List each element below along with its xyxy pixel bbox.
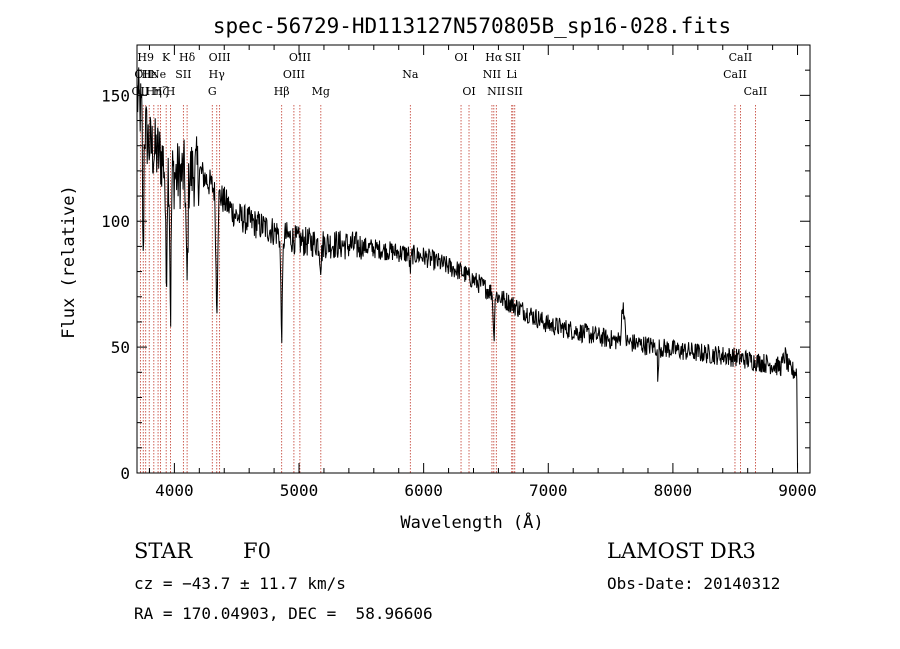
line-marker-label: Li xyxy=(506,68,517,81)
line-marker-label: OIII xyxy=(209,51,231,64)
line-marker-label: CaII xyxy=(744,85,768,98)
line-marker-label: CaII xyxy=(723,68,747,81)
x-axis-label: Wavelength (Å) xyxy=(400,511,543,533)
line-marker-label: NII xyxy=(487,85,505,98)
x-axis-ticks: 4000 5000 6000 7000 8000 9000 xyxy=(148,45,817,500)
line-marker-label: Hβ xyxy=(274,85,290,98)
line-marker-label: OIII xyxy=(289,51,311,64)
line-marker-label: G xyxy=(208,85,217,98)
coordinates: RA = 170.04903, DEC = 58.96606 xyxy=(134,604,433,623)
line-marker-label: OIII xyxy=(283,68,305,81)
x-tick-label: 5000 xyxy=(280,481,319,500)
line-marker-label: Hε xyxy=(142,68,158,81)
line-marker-label: Hζ xyxy=(153,85,169,98)
line-marker-label: Hδ xyxy=(179,51,196,64)
line-marker-label: SII xyxy=(505,51,521,64)
line-marker-label: Mg xyxy=(312,85,330,98)
line-markers xyxy=(139,105,756,473)
chart-title: spec-56729-HD113127N570805B_sp16-028.fit… xyxy=(213,14,731,38)
line-marker-label: Na xyxy=(402,68,419,81)
survey-name: LAMOST DR3 xyxy=(607,539,756,563)
x-tick-label: 4000 xyxy=(155,481,194,500)
redshift-value: cz = −43.7 ± 11.7 km/s xyxy=(134,574,346,593)
line-marker-labels: OIIOIIH9HεHηNeHζKHSIIHδGHγOIIIHβOIIIOIII… xyxy=(132,51,768,98)
y-tick-label: 100 xyxy=(101,212,130,231)
y-axis-ticks: 0 50 100 150 xyxy=(101,69,810,483)
line-marker-label: NII xyxy=(483,68,501,81)
plot-frame xyxy=(136,44,811,474)
spectrum-line xyxy=(136,67,798,469)
line-marker-label: Ne xyxy=(150,68,166,81)
x-tick-label: 8000 xyxy=(654,481,693,500)
line-marker-label: Hα xyxy=(485,51,503,64)
line-marker-label: K xyxy=(162,51,171,64)
line-marker-label: OI xyxy=(454,51,467,64)
x-tick-label: 7000 xyxy=(529,481,568,500)
line-marker-label: SII xyxy=(175,68,191,81)
x-tick-label: 9000 xyxy=(778,481,817,500)
line-marker-label: SII xyxy=(507,85,523,98)
line-marker-label: H xyxy=(166,85,176,98)
line-marker-label: H9 xyxy=(137,51,154,64)
obs-date: Obs-Date: 20140312 xyxy=(607,574,781,593)
y-tick-label: 150 xyxy=(101,86,130,105)
x-tick-label: 6000 xyxy=(404,481,443,500)
spectral-subclass: F0 xyxy=(243,539,271,563)
line-marker-label: Hγ xyxy=(209,68,226,81)
y-axis-label: Flux (relative) xyxy=(59,185,79,339)
y-tick-label: 50 xyxy=(111,338,130,357)
line-marker-label: OI xyxy=(462,85,475,98)
object-class: STAR xyxy=(134,539,193,563)
y-tick-label: 0 xyxy=(120,464,130,483)
line-marker-label: CaII xyxy=(729,51,753,64)
line-marker-label: Hη xyxy=(146,85,162,98)
